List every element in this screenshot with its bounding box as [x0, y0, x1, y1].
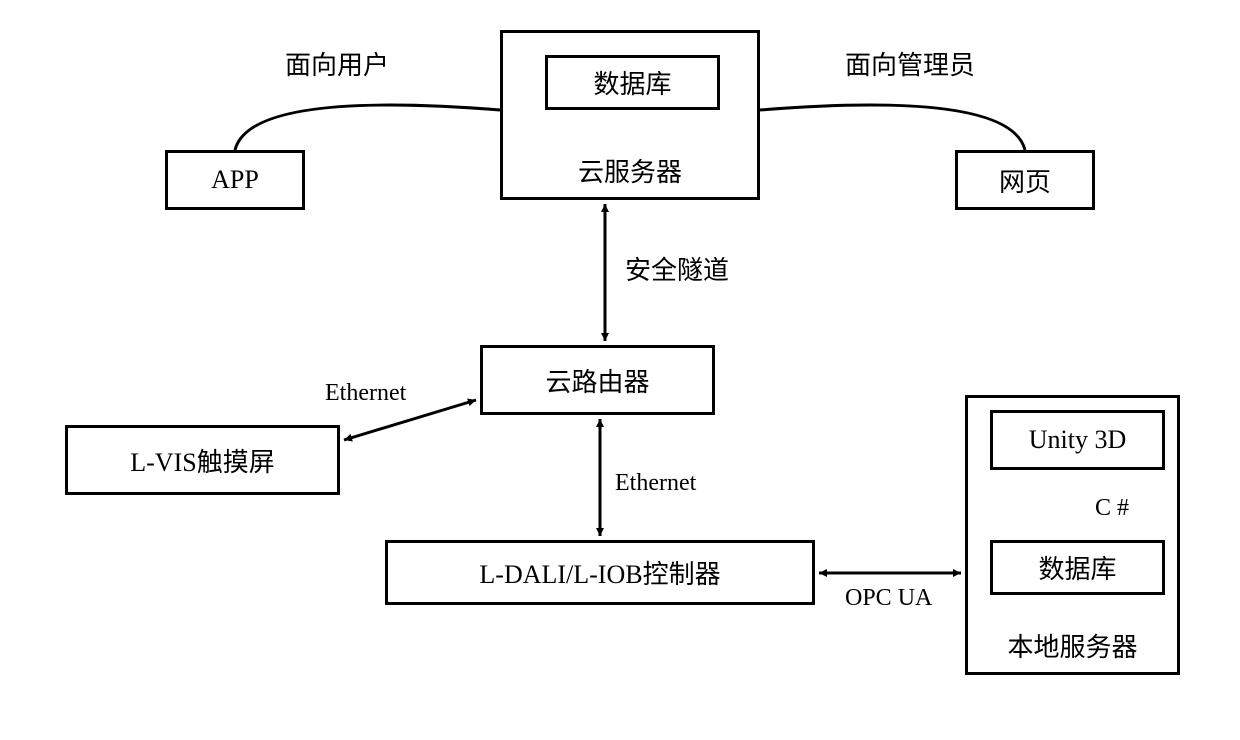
database-top-box: 数据库 — [545, 55, 720, 110]
edge-cloudserver-webpage — [760, 105, 1025, 150]
lvis-label: L-VIS触摸屏 — [130, 442, 274, 479]
edge-cloudserver-app — [235, 105, 500, 150]
webpage-box: 网页 — [955, 150, 1095, 210]
controller-box: L-DALI/L-IOB控制器 — [385, 540, 815, 605]
unity3d-label: Unity 3D — [1029, 425, 1127, 455]
cloud-router-label: 云路由器 — [545, 362, 649, 399]
csharp-label: C # — [1095, 495, 1129, 522]
database-bot-label: 数据库 — [1038, 549, 1116, 586]
ethernet-label-2: Ethernet — [615, 470, 696, 497]
controller-label: L-DALI/L-IOB控制器 — [479, 554, 720, 591]
ethernet-label-1: Ethernet — [325, 380, 406, 407]
cloud-server-label: 云服务器 — [503, 152, 757, 189]
database-top-label: 数据库 — [593, 64, 671, 101]
app-box: APP — [165, 150, 305, 210]
cloud-router-box: 云路由器 — [480, 345, 715, 415]
admin-facing-label: 面向管理员 — [845, 45, 975, 82]
unity3d-box: Unity 3D — [990, 410, 1165, 470]
webpage-label: 网页 — [999, 162, 1051, 199]
local-server-label: 本地服务器 — [968, 627, 1177, 664]
tunnel-label: 安全隧道 — [625, 250, 729, 287]
lvis-box: L-VIS触摸屏 — [65, 425, 340, 495]
app-label: APP — [211, 165, 259, 195]
opcua-label: OPC UA — [845, 585, 932, 612]
user-facing-label: 面向用户 — [285, 45, 389, 82]
database-bot-box: 数据库 — [990, 540, 1165, 595]
